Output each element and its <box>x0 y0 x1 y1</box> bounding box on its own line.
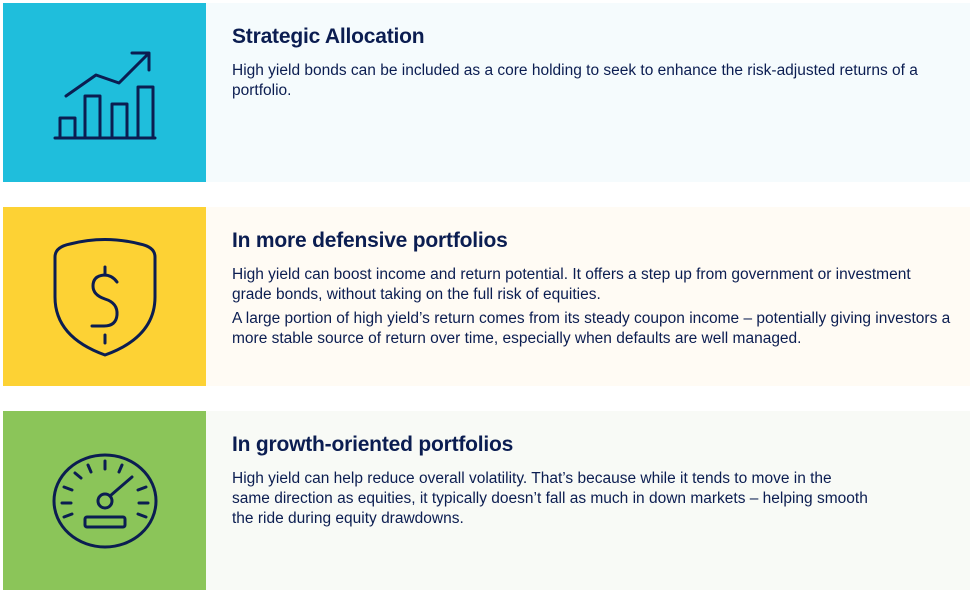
section-text: High yield bonds can be included as a co… <box>232 62 918 99</box>
section-title: In growth-oriented portfolios <box>232 433 514 456</box>
text-panel: In growth-oriented portfolios High yield… <box>206 411 970 590</box>
text-panel: Strategic Allocation High yield bonds ca… <box>206 3 970 182</box>
section-text: High yield can help reduce overall volat… <box>232 470 868 527</box>
icon-box <box>3 207 206 386</box>
icon-box <box>3 411 206 590</box>
section-defensive-portfolios: In more defensive portfolios High yield … <box>3 207 970 386</box>
chart-growth-icon <box>53 51 156 139</box>
section-title: In more defensive portfolios <box>232 229 508 252</box>
section-text: A large portion of high yield’s return c… <box>232 310 951 347</box>
section-text: High yield can boost income and return p… <box>232 266 911 303</box>
section-strategic-allocation: Strategic Allocation High yield bonds ca… <box>3 3 970 182</box>
section-title: Strategic Allocation <box>232 25 425 48</box>
speedometer-icon <box>52 453 157 548</box>
text-panel: In more defensive portfolios High yield … <box>206 207 970 386</box>
shield-dollar-icon <box>53 237 156 356</box>
section-growth-portfolios: In growth-oriented portfolios High yield… <box>3 411 970 590</box>
icon-box <box>3 3 206 182</box>
